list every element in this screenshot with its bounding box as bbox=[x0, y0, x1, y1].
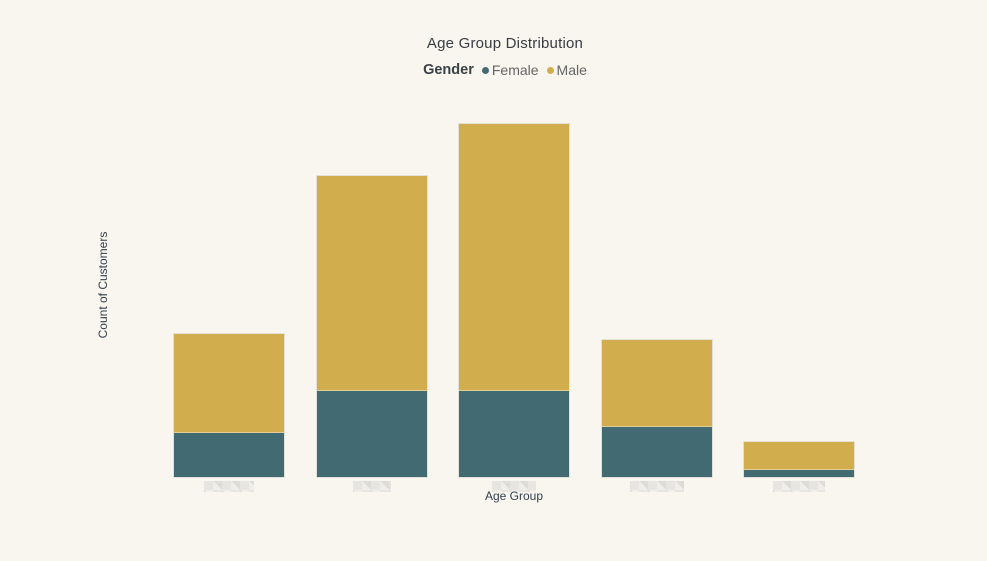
stacked-bar[interactable] bbox=[458, 123, 570, 478]
bar-segment-male[interactable] bbox=[744, 442, 854, 470]
bar-segment-female[interactable] bbox=[744, 470, 854, 477]
plot-area bbox=[173, 100, 855, 492]
bar-segment-male[interactable] bbox=[317, 176, 427, 391]
bar-group bbox=[173, 333, 285, 492]
x-axis-title: Age Group bbox=[484, 489, 544, 503]
bar-segment-female[interactable] bbox=[602, 427, 712, 477]
bar-segment-male[interactable] bbox=[602, 340, 712, 427]
bar-group bbox=[316, 175, 428, 492]
legend-title: Gender bbox=[423, 62, 474, 78]
legend-item-label: Male bbox=[556, 62, 587, 78]
bar-group bbox=[743, 441, 855, 492]
x-tick-label-redacted bbox=[773, 481, 825, 492]
legend-item-male[interactable]: Male bbox=[546, 62, 587, 78]
bar-segment-female[interactable] bbox=[317, 391, 427, 477]
x-tick-label-redacted bbox=[204, 481, 254, 492]
bar-group bbox=[601, 339, 713, 492]
stacked-bar[interactable] bbox=[173, 333, 285, 478]
chart-title: Age Group Distribution bbox=[426, 35, 584, 52]
chart-header: Age Group Distribution Gender Female Mal… bbox=[40, 0, 970, 78]
bar-segment-female[interactable] bbox=[174, 433, 284, 477]
legend-item-label: Female bbox=[491, 62, 539, 78]
x-tick-label-redacted bbox=[353, 481, 391, 492]
bar-segment-female[interactable] bbox=[459, 391, 569, 477]
stacked-bar[interactable] bbox=[601, 339, 713, 478]
legend: Gender Female Male bbox=[423, 62, 587, 78]
male-dot-icon bbox=[546, 66, 554, 74]
x-tick-label-redacted bbox=[630, 481, 684, 492]
bar-group bbox=[458, 123, 570, 492]
x-tick-label-redacted bbox=[492, 481, 536, 492]
stacked-bar[interactable] bbox=[316, 175, 428, 478]
stacked-bar[interactable] bbox=[743, 441, 855, 478]
bar-segment-male[interactable] bbox=[459, 124, 569, 391]
y-axis-title: Count of Customers bbox=[96, 231, 110, 339]
legend-item-female[interactable]: Female bbox=[481, 62, 539, 78]
female-dot-icon bbox=[481, 66, 489, 74]
bar-segment-male[interactable] bbox=[174, 334, 284, 433]
